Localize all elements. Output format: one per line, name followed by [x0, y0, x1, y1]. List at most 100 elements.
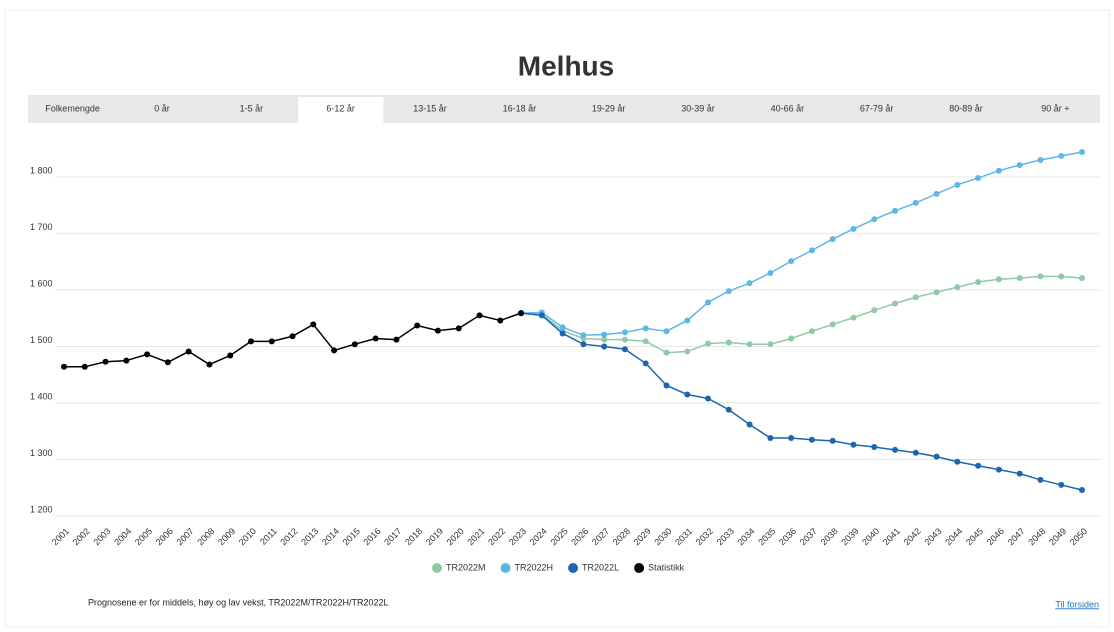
point	[892, 300, 899, 307]
y-tick-label: 1 200	[30, 504, 53, 514]
point	[372, 335, 379, 342]
legend-label: Statistikk	[648, 562, 685, 572]
point	[206, 361, 213, 368]
tab[interactable]: 6-12 år	[326, 103, 355, 113]
point	[621, 329, 628, 336]
y-tick-label: 1 800	[30, 165, 53, 175]
point	[414, 322, 421, 329]
point	[1016, 162, 1023, 169]
point	[995, 276, 1002, 283]
point	[871, 216, 878, 223]
point	[164, 359, 171, 366]
point	[933, 190, 940, 197]
point	[995, 167, 1002, 174]
tab[interactable]: 40-66 år	[771, 103, 805, 113]
point	[725, 406, 732, 413]
point	[331, 347, 338, 354]
legend-label: TR2022H	[515, 562, 554, 572]
point	[1058, 273, 1065, 280]
point	[351, 341, 358, 348]
point	[601, 331, 608, 338]
point	[1079, 149, 1085, 156]
point	[892, 207, 899, 214]
legend-label: TR2022L	[582, 562, 619, 572]
point	[580, 341, 587, 348]
tab[interactable]: 16-18 år	[503, 103, 537, 113]
point	[705, 395, 712, 402]
point	[892, 446, 899, 453]
point	[767, 269, 774, 276]
point	[497, 317, 504, 324]
point	[975, 462, 982, 469]
point	[725, 288, 732, 295]
point	[808, 247, 815, 254]
tab[interactable]: 19-29 år	[592, 103, 626, 113]
point	[933, 453, 940, 460]
point	[601, 336, 608, 343]
legend-marker	[432, 563, 442, 573]
point	[933, 289, 940, 296]
tab[interactable]: 0 år	[154, 103, 170, 113]
point	[1058, 481, 1065, 488]
point	[871, 307, 878, 314]
legend-marker	[634, 563, 645, 573]
active-tab	[298, 97, 384, 125]
tab[interactable]: 13-15 år	[413, 103, 447, 113]
point	[912, 294, 919, 301]
point	[289, 333, 296, 340]
point	[476, 312, 483, 319]
tab[interactable]: 67-79 år	[860, 103, 894, 113]
point	[1016, 275, 1023, 282]
legend-marker	[568, 563, 579, 573]
point	[725, 339, 732, 346]
point	[663, 382, 670, 389]
point	[559, 324, 566, 331]
point	[954, 458, 961, 465]
point	[642, 325, 649, 332]
point	[829, 437, 836, 444]
series-line	[520, 312, 1083, 491]
tab[interactable]: Folkemengde	[45, 103, 100, 113]
point	[663, 328, 670, 335]
point	[954, 181, 961, 188]
point	[621, 346, 628, 353]
point	[808, 328, 815, 335]
point	[559, 330, 566, 337]
point	[393, 336, 400, 343]
point	[580, 332, 587, 339]
point	[912, 449, 919, 456]
point	[788, 435, 795, 442]
point	[684, 348, 691, 355]
point	[1016, 470, 1023, 477]
point	[144, 351, 151, 358]
point	[850, 225, 857, 232]
point	[455, 325, 462, 332]
tab-bar	[28, 95, 1100, 123]
point	[538, 312, 545, 319]
home-link[interactable]: Til forsiden	[1055, 599, 1099, 609]
point	[912, 199, 919, 206]
point	[247, 338, 254, 345]
series-line	[521, 151, 1083, 336]
point	[995, 466, 1002, 473]
point	[1037, 476, 1044, 483]
tab[interactable]: 80-89 år	[949, 103, 983, 113]
point	[1058, 152, 1065, 159]
footnote: Prognosene er for middels, høy og lav ve…	[88, 597, 388, 607]
tab[interactable]: 90 år +	[1041, 103, 1069, 113]
point	[684, 317, 691, 324]
point	[601, 343, 608, 350]
point	[871, 444, 878, 451]
tab[interactable]: 1-5 år	[240, 103, 264, 113]
point	[1037, 156, 1044, 163]
y-tick-label: 1 600	[30, 278, 53, 288]
point	[829, 321, 836, 328]
tab[interactable]: 30-39 år	[681, 103, 715, 113]
point	[642, 360, 649, 367]
point	[123, 357, 130, 364]
point	[81, 363, 88, 370]
point	[621, 336, 628, 343]
point	[1079, 275, 1085, 282]
y-tick-label: 1 500	[30, 335, 53, 345]
point	[746, 421, 753, 428]
